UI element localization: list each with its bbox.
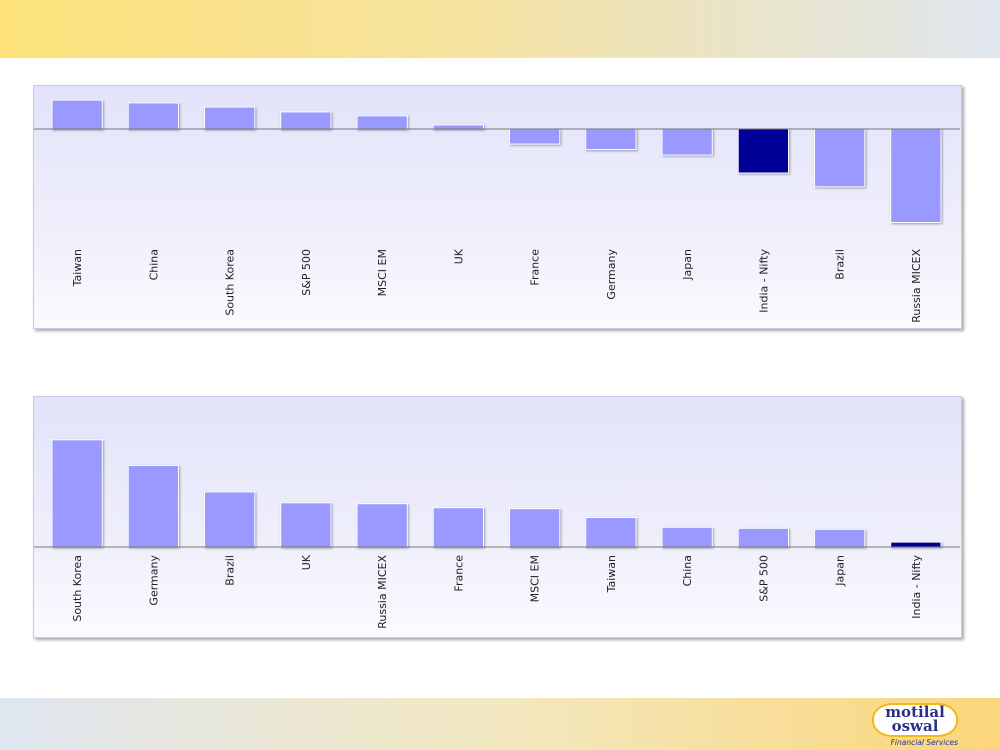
- bar-france: [432, 507, 485, 548]
- x-tick-label-brazil: Brazil: [224, 555, 237, 586]
- x-tick-label-russia-micex: Russia MICEX: [376, 555, 389, 629]
- x-tick-label-msci-em: MSCI EM: [529, 555, 542, 602]
- bar-uk: [280, 502, 332, 548]
- bar-uk: [432, 124, 485, 130]
- x-tick-label-china: China: [681, 555, 694, 586]
- x-tick-label-china: China: [147, 249, 160, 280]
- x-tick-label-brazil: Brazil: [834, 249, 847, 280]
- bar-south-korea: [51, 439, 103, 548]
- bar-taiwan: [585, 517, 637, 548]
- x-tick-label-russia-micex: Russia MICEX: [910, 249, 923, 323]
- bar-germany: [127, 464, 179, 548]
- bar-china: [661, 526, 713, 548]
- logo-word-1: motilal: [885, 703, 945, 721]
- bar-chart-bottom: South Korea Germany Brazil UK Russia MICEX Fr…: [34, 439, 960, 629]
- bar-brazil: [204, 491, 256, 548]
- x-tick-label-japan: Japan: [834, 555, 847, 587]
- chart-panel-bottom: South Korea Germany Brazil UK Russia MICEX Fr…: [33, 396, 962, 638]
- bar-japan: [661, 128, 713, 156]
- x-tick-label-uk: UK: [452, 248, 465, 264]
- x-tick-label-msci-em: MSCI EM: [376, 249, 389, 296]
- x-tick-label-uk: UK: [300, 554, 313, 570]
- bar-chart-top: Taiwan China South Korea S&P 500 MSCI EM UK Fr…: [34, 99, 960, 323]
- bar-russia-micex: [356, 503, 408, 548]
- x-tick-label-france: France: [452, 555, 465, 592]
- footer-band: [0, 698, 1000, 750]
- x-tick-label-s-p-500: S&P 500: [757, 555, 770, 602]
- x-tick-label-s-p-500: S&P 500: [300, 249, 313, 296]
- bar-china: [127, 102, 179, 130]
- logo-word-2: oswal: [891, 717, 939, 735]
- bar-msci-em: [509, 508, 561, 548]
- x-tick-label-india-nifty: India - Nifty: [910, 555, 923, 619]
- bar-south-korea: [204, 106, 256, 130]
- x-tick-label-france: France: [529, 249, 542, 286]
- x-tick-label-taiwan: Taiwan: [605, 555, 618, 593]
- logo-badge: motilal oswal: [872, 703, 958, 737]
- bar-s-p-500: [280, 111, 332, 130]
- bar-msci-em: [356, 115, 408, 130]
- bar-russia-micex: [890, 128, 942, 223]
- bar-india-nifty: [890, 541, 942, 548]
- company-logo: motilal oswal Financial Services: [872, 703, 958, 748]
- x-tick-label-south-korea: South Korea: [224, 249, 237, 316]
- bar-france: [509, 128, 561, 145]
- x-tick-label-japan: Japan: [681, 249, 694, 281]
- x-tick-label-taiwan: Taiwan: [71, 249, 84, 287]
- x-tick-label-india-nifty: India - Nifty: [757, 249, 770, 313]
- bar-s-p-500: [737, 527, 790, 548]
- bar-japan: [814, 528, 866, 548]
- x-tick-label-germany: Germany: [605, 249, 618, 300]
- x-tick-label-germany: Germany: [147, 555, 160, 606]
- bar-taiwan: [51, 99, 103, 130]
- bar-germany: [585, 128, 637, 151]
- bar-brazil: [814, 128, 866, 188]
- chart-panel-top: Taiwan China South Korea S&P 500 MSCI EM UK Fr…: [33, 85, 962, 329]
- bar-india-nifty: [737, 128, 790, 174]
- x-tick-label-south-korea: South Korea: [71, 555, 84, 622]
- header-band: [0, 0, 1000, 58]
- logo-tagline: Financial Services: [890, 738, 958, 747]
